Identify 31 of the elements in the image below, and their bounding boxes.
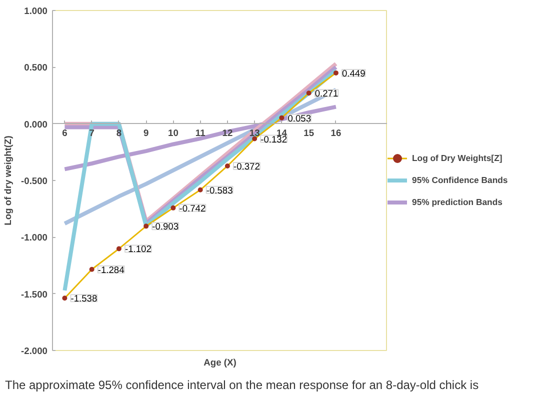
data-label: -0.742 [179,203,206,214]
data-label: 0.449 [342,68,366,78]
data-label: -0.583 [206,185,233,196]
data-label: -1.538 [70,294,98,304]
y-tick-label: -0.500 [21,176,48,186]
legend-label: 95% prediction Bands [412,197,502,207]
y-tick-label: -2.000 [21,346,48,356]
y-tick-label: -1.000 [21,232,48,243]
x-tick-label: 9 [143,128,149,138]
y-tick-label: -1.500 [21,289,48,300]
legend-label: 95% Confidence Bands [412,175,508,185]
data-label: -0.372 [233,161,260,172]
y-tick-label: 0.000 [24,119,48,130]
x-tick-label: 11 [195,128,206,138]
y-tick-label: 1.000 [24,6,48,16]
data-label: -1.284 [98,264,124,275]
x-tick-label: 10 [168,128,178,138]
data-label: 0.053 [288,113,312,124]
x-tick-label: 6 [62,128,68,138]
x-tick-label: 8 [116,128,122,138]
y-tick-label: 0.500 [24,62,48,73]
x-tick-label: 15 [304,128,314,138]
y-axis-title: Log of dry weight(Z) [3,136,14,226]
data-label: -0.903 [152,222,179,232]
data-label: -1.102 [124,244,152,254]
x-tick-label: 13 [249,128,260,138]
x-axis-title: Age (X) [204,358,236,368]
text: The approximate 95% confidence interval on the mean response for an 8-day-old chick is [5,377,479,394]
legend-label: Log of Dry Weights[Z] [412,153,502,163]
x-tick-label: 16 [330,128,342,138]
data-label: 0.271 [314,88,338,99]
